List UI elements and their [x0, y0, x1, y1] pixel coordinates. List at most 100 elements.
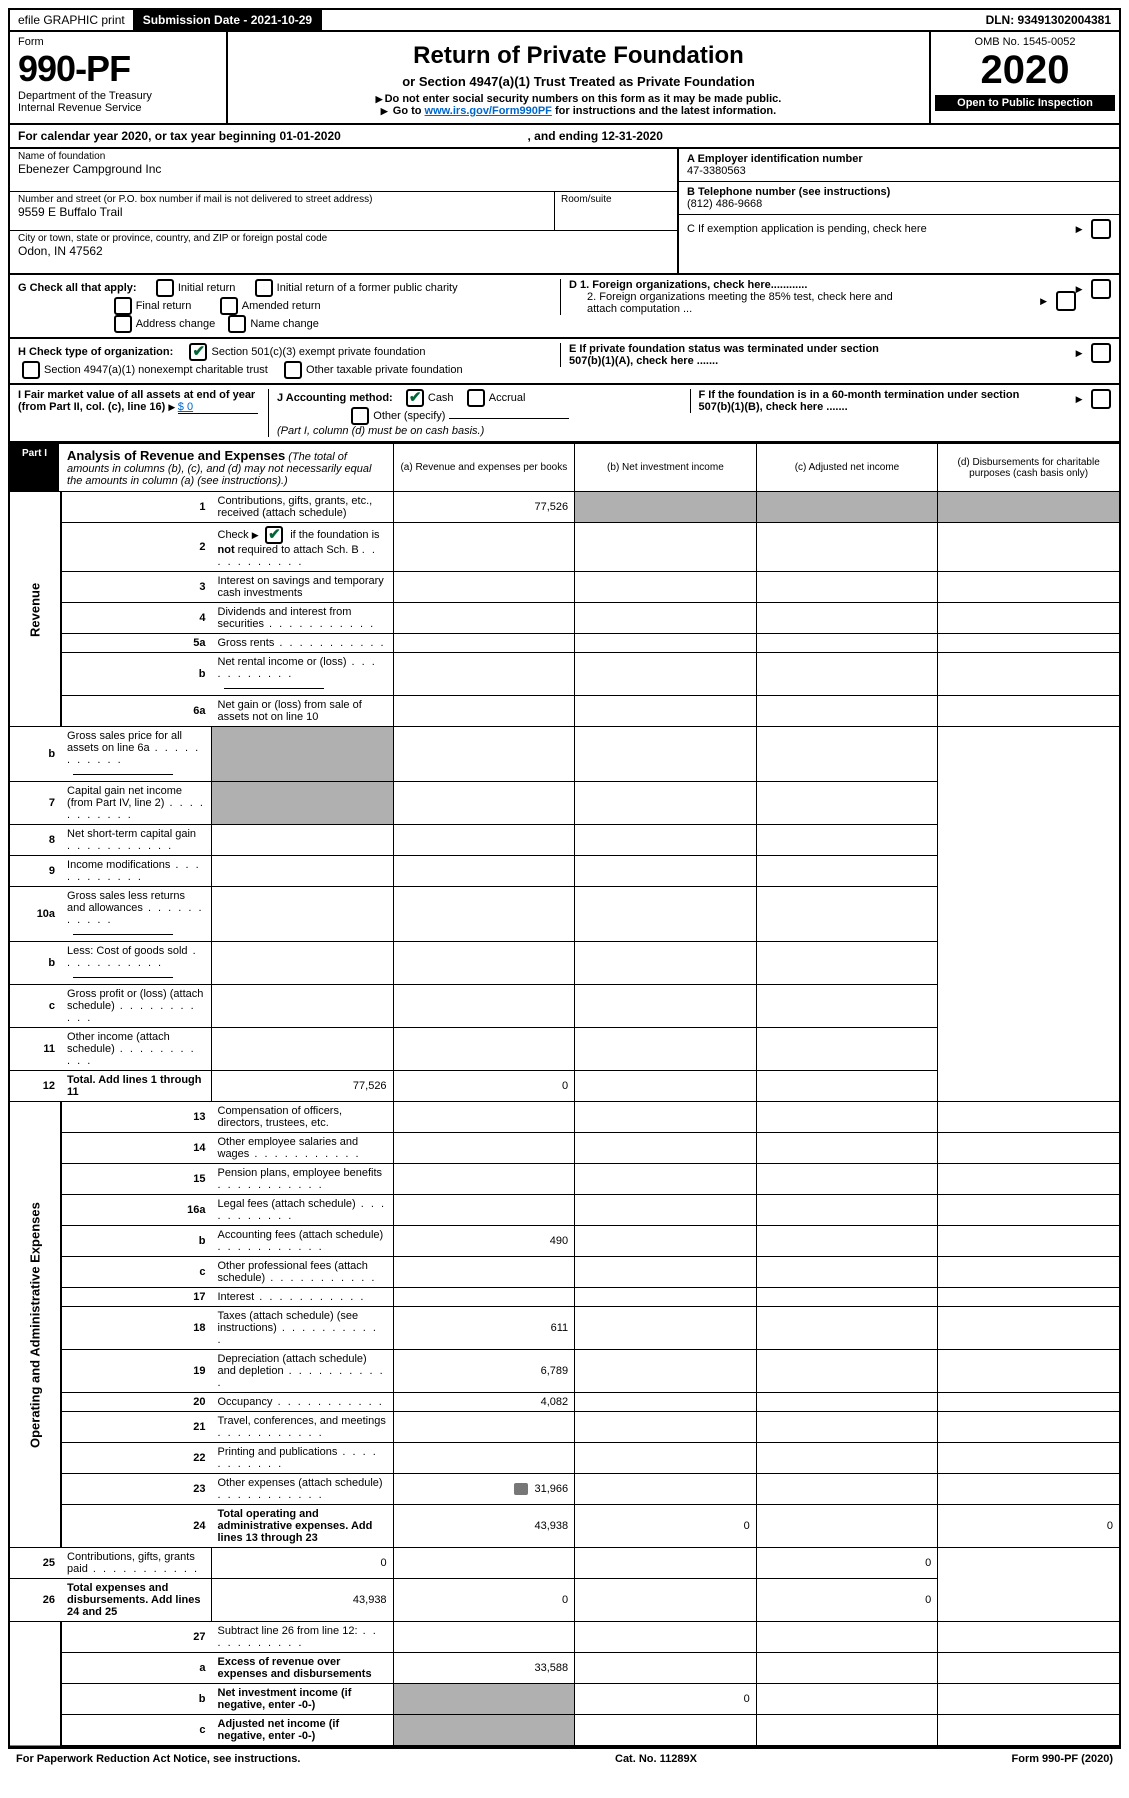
- amount-cell-d: [756, 825, 938, 856]
- h-501c3-chk[interactable]: [189, 343, 207, 361]
- g-address-chk[interactable]: [114, 315, 132, 333]
- pointer-icon: [1076, 283, 1085, 295]
- table-row: 23Other expenses (attach schedule) 31,96…: [9, 1474, 1120, 1505]
- h-4947-chk[interactable]: [22, 361, 40, 379]
- i-value[interactable]: $ 0: [178, 401, 258, 414]
- line-description: Taxes (attach schedule) (see instruction…: [212, 1307, 394, 1350]
- amount-cell-c: [756, 1133, 938, 1164]
- g-initial-former-chk[interactable]: [255, 279, 273, 297]
- form-subtitle: or Section 4947(a)(1) Trust Treated as P…: [240, 74, 917, 89]
- line-number: 13: [61, 1102, 211, 1133]
- line-number: 8: [9, 825, 61, 856]
- table-row: 19Depreciation (attach schedule) and dep…: [9, 1350, 1120, 1393]
- amount-cell-d: [938, 1350, 1120, 1393]
- line-description: Printing and publications: [212, 1443, 394, 1474]
- line-number: 10a: [9, 887, 61, 942]
- amount-cell-d: [756, 887, 938, 942]
- amount-cell-b: [575, 634, 757, 653]
- d2-label: 2. Foreign organizations meeting the 85%…: [569, 291, 917, 315]
- line-description: Total operating and administrative expen…: [212, 1505, 394, 1548]
- line-description: Subtract line 26 from line 12:: [212, 1622, 394, 1653]
- c-checkbox[interactable]: [1091, 219, 1111, 239]
- cal-end: , and ending 12-31-2020: [528, 129, 663, 143]
- g-name-chk[interactable]: [228, 315, 246, 333]
- amount-cell-d: [756, 782, 938, 825]
- line-description: Pension plans, employee benefits: [212, 1164, 394, 1195]
- f-checkbox[interactable]: [1091, 389, 1111, 409]
- amount-cell-c: [575, 887, 757, 942]
- instr2-link[interactable]: www.irs.gov/Form990PF: [425, 105, 552, 117]
- line-description: Legal fees (attach schedule): [212, 1195, 394, 1226]
- amount-cell-b: [575, 1412, 757, 1443]
- c-label: C If exemption application is pending, c…: [687, 223, 927, 235]
- table-row: 16aLegal fees (attach schedule): [9, 1195, 1120, 1226]
- amount-cell-d: [938, 634, 1120, 653]
- table-row: 10aGross sales less returns and allowanc…: [9, 887, 1120, 942]
- line-number: 6a: [61, 696, 211, 727]
- calendar-year-row: For calendar year 2020, or tax year begi…: [8, 125, 1121, 149]
- line-number: c: [9, 985, 61, 1028]
- amount-cell-b: [575, 603, 757, 634]
- line-number: c: [61, 1715, 211, 1747]
- g-amended: Amended return: [242, 300, 321, 312]
- table-row: 26Total expenses and disbursements. Add …: [9, 1579, 1120, 1622]
- amount-cell-c: [756, 603, 938, 634]
- h-other-chk[interactable]: [284, 361, 302, 379]
- amount-cell-a: [393, 572, 575, 603]
- amount-cell-c: [756, 572, 938, 603]
- g-address: Address change: [136, 318, 216, 330]
- amount-cell-a: [212, 985, 394, 1028]
- schb-checkbox[interactable]: [265, 526, 283, 544]
- cal-begin: For calendar year 2020, or tax year begi…: [18, 129, 341, 143]
- amount-cell-d: [938, 1715, 1120, 1747]
- city-state-zip: Odon, IN 47562: [18, 244, 669, 258]
- d1-checkbox[interactable]: [1091, 279, 1111, 299]
- table-row: cOther professional fees (attach schedul…: [9, 1257, 1120, 1288]
- amount-cell-a: 6,789: [393, 1350, 575, 1393]
- amount-cell-b: [393, 727, 575, 782]
- amount-cell-a: [212, 856, 394, 887]
- amount-cell-d: [938, 1443, 1120, 1474]
- table-row: bGross sales price for all assets on lin…: [9, 727, 1120, 782]
- amount-cell-b: [393, 985, 575, 1028]
- amount-cell-d: [938, 653, 1120, 696]
- line-number: 21: [61, 1412, 211, 1443]
- line-description: Gross profit or (loss) (attach schedule): [61, 985, 211, 1028]
- amount-cell-b: [575, 1164, 757, 1195]
- efile-label[interactable]: efile GRAPHIC print: [10, 10, 135, 30]
- g-initial-chk[interactable]: [156, 279, 174, 297]
- amount-cell-c: [756, 523, 938, 572]
- line-number: 16a: [61, 1195, 211, 1226]
- h-label: H Check type of organization:: [18, 346, 173, 358]
- omb-number: OMB No. 1545-0052: [935, 36, 1115, 48]
- amount-cell-b: [575, 492, 757, 523]
- j-accrual-chk[interactable]: [467, 389, 485, 407]
- table-row: 6aNet gain or (loss) from sale of assets…: [9, 696, 1120, 727]
- dept1: Department of the Treasury: [18, 90, 218, 102]
- amount-cell-c: [756, 1684, 938, 1715]
- foundation-name: Ebenezer Campground Inc: [18, 162, 669, 176]
- amount-cell-a: [212, 887, 394, 942]
- table-row: 18Taxes (attach schedule) (see instructi…: [9, 1307, 1120, 1350]
- amount-cell-c: [756, 1622, 938, 1653]
- g-final-chk[interactable]: [114, 297, 132, 315]
- e-checkbox[interactable]: [1091, 343, 1111, 363]
- attachment-icon[interactable]: [514, 1483, 528, 1495]
- amount-cell-d: [938, 603, 1120, 634]
- j-cash-chk[interactable]: [406, 389, 424, 407]
- table-row: aExcess of revenue over expenses and dis…: [9, 1653, 1120, 1684]
- amount-cell-a: 31,966: [393, 1474, 575, 1505]
- dln: DLN: 93491302004381: [978, 10, 1119, 30]
- line-number: 5a: [61, 634, 211, 653]
- amount-cell-d: [938, 572, 1120, 603]
- amount-cell-c: [575, 1548, 757, 1579]
- line-number: 20: [61, 1393, 211, 1412]
- amount-cell-d: [756, 856, 938, 887]
- d2-checkbox[interactable]: [1056, 291, 1076, 311]
- j-other-chk[interactable]: [351, 407, 369, 425]
- line-description: Other professional fees (attach schedule…: [212, 1257, 394, 1288]
- g-amended-chk[interactable]: [220, 297, 238, 315]
- table-row: bAccounting fees (attach schedule)490: [9, 1226, 1120, 1257]
- amount-cell-d: [756, 727, 938, 782]
- amount-cell-b: [575, 1102, 757, 1133]
